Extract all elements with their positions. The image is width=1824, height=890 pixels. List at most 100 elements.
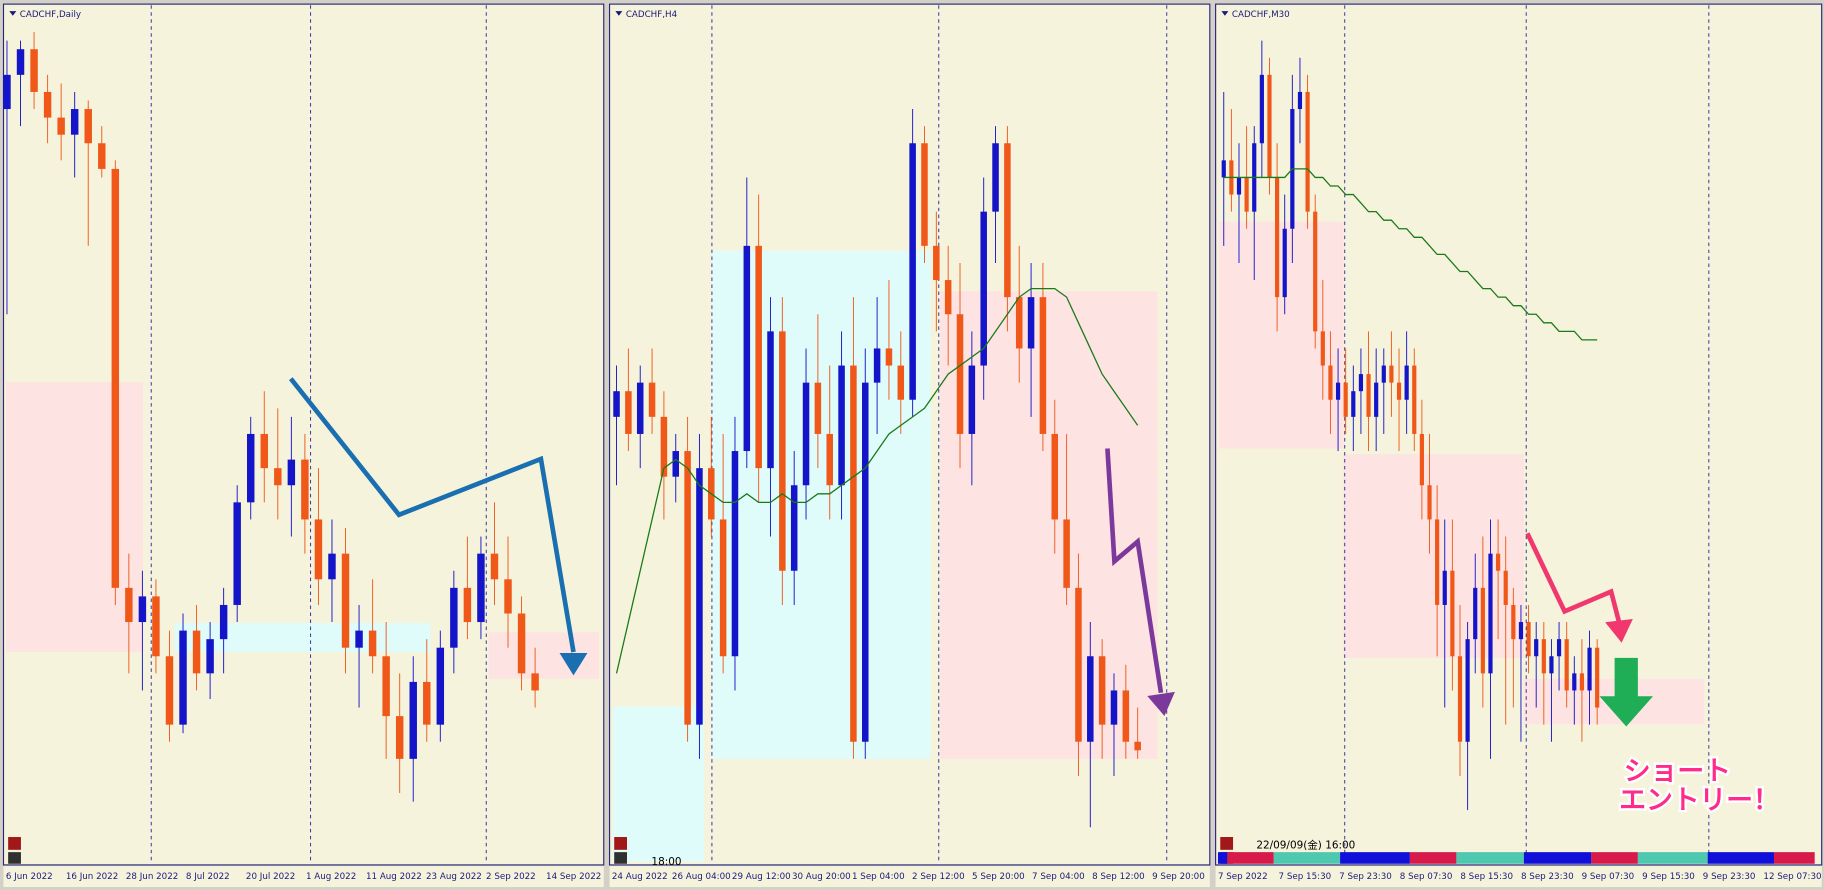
candle-body — [956, 314, 964, 434]
x-tick-label: 14 Sep 2022 — [546, 872, 601, 882]
x-tick-label: 8 Jul 2022 — [186, 872, 230, 882]
candle-body — [850, 365, 857, 742]
candle-body — [30, 49, 38, 92]
candle-body — [684, 451, 691, 725]
candle-body — [1320, 331, 1325, 366]
x-tick-label: 12 Sep 07:30 — [1763, 872, 1821, 882]
candle-body — [1518, 622, 1524, 640]
candle-body — [70, 109, 79, 135]
candle-body — [179, 630, 187, 725]
candle-body — [395, 716, 404, 759]
collapse-icon — [615, 11, 623, 16]
candle-body — [1063, 519, 1070, 588]
x-tick-label: 8 Sep 23:30 — [1521, 872, 1574, 882]
chart-title: CADCHF,H4 — [626, 10, 678, 20]
candle-body — [731, 451, 739, 657]
candle-body — [1221, 160, 1226, 178]
session-bar — [1707, 852, 1774, 864]
candle-body — [1450, 570, 1455, 657]
candle-body — [247, 433, 255, 503]
candle-body — [219, 604, 228, 640]
candle-body — [152, 596, 160, 657]
x-tick-label: 29 Aug 12:00 — [732, 872, 791, 882]
candle-body — [1419, 433, 1424, 486]
x-axis-strip — [3, 866, 604, 888]
candle-body — [1556, 639, 1562, 657]
candle-body — [814, 382, 822, 434]
candle-body — [1511, 604, 1516, 640]
candle-body — [328, 553, 336, 580]
candle-body — [531, 673, 539, 691]
candle-body — [1457, 656, 1463, 742]
candle-body — [1473, 587, 1478, 640]
candle-body — [944, 280, 952, 315]
candle-body — [111, 168, 120, 588]
session-bar — [1523, 852, 1592, 864]
time-label: 18:00 — [651, 856, 681, 868]
candle-body — [382, 656, 390, 717]
candle-body — [504, 579, 512, 614]
candle-body — [341, 553, 350, 648]
candle-body — [1488, 553, 1493, 674]
candle-body — [260, 433, 268, 469]
panel-button — [8, 837, 21, 850]
x-tick-label: 16 Jun 2022 — [66, 872, 118, 882]
session-bar — [1217, 852, 1228, 864]
chart-title: CADCHF,M30 — [1232, 10, 1290, 20]
candle-body — [897, 365, 905, 400]
candle-body — [767, 331, 774, 469]
candle-body — [696, 468, 703, 725]
candle-body — [450, 587, 458, 648]
candle-body — [423, 681, 431, 725]
candle-body — [1496, 553, 1501, 571]
candle-body — [192, 630, 201, 674]
candle-body — [1526, 622, 1531, 657]
candle-body — [862, 382, 869, 742]
session-bar — [1409, 852, 1457, 864]
candle-body — [1328, 365, 1333, 400]
candle-body — [1541, 639, 1546, 674]
candle-body — [1267, 74, 1272, 178]
candle-body — [1004, 143, 1011, 298]
candle-body — [968, 365, 976, 434]
candle-body — [1122, 690, 1130, 742]
panel-button — [8, 852, 21, 864]
candle-body — [138, 596, 147, 623]
candle-body — [477, 553, 485, 623]
collapse-icon — [9, 11, 17, 16]
candle-body — [1087, 656, 1094, 742]
candle-body — [672, 451, 680, 477]
candle-body — [1015, 297, 1023, 349]
candle-body — [909, 143, 916, 400]
candle-body — [1404, 365, 1409, 400]
moving-average — [1223, 168, 1598, 341]
candle-body — [409, 681, 417, 759]
trend-arrow — [288, 377, 576, 653]
session-bar — [1637, 852, 1708, 864]
candle-body — [613, 391, 620, 417]
x-tick-label: 7 Sep 2022 — [1218, 872, 1268, 882]
candle-body — [1549, 656, 1554, 674]
x-tick-label: 6 Jun 2022 — [6, 872, 53, 882]
candle-body — [490, 553, 499, 580]
zone — [1343, 454, 1524, 658]
time-label: 22/09/09(金) 16:00 — [1256, 839, 1355, 852]
candle-body — [1297, 91, 1303, 110]
candle-body — [755, 245, 762, 469]
candle-body — [826, 433, 833, 486]
candle-body — [368, 630, 377, 657]
x-tick-label: 28 Jun 2022 — [126, 872, 178, 882]
x-tick-label: 9 Sep 15:30 — [1642, 872, 1695, 882]
trend-arrow — [1525, 532, 1622, 624]
candle-body — [790, 485, 798, 571]
x-axis-strip — [1215, 866, 1822, 888]
candle-body — [625, 391, 632, 434]
candle-body — [1027, 297, 1035, 349]
chart-title: CADCHF,Daily — [20, 10, 81, 20]
candle-body — [274, 468, 282, 486]
x-tick-label: 5 Sep 20:00 — [972, 872, 1025, 882]
x-tick-label: 20 Jul 2022 — [246, 872, 295, 882]
candle-body — [517, 613, 526, 674]
